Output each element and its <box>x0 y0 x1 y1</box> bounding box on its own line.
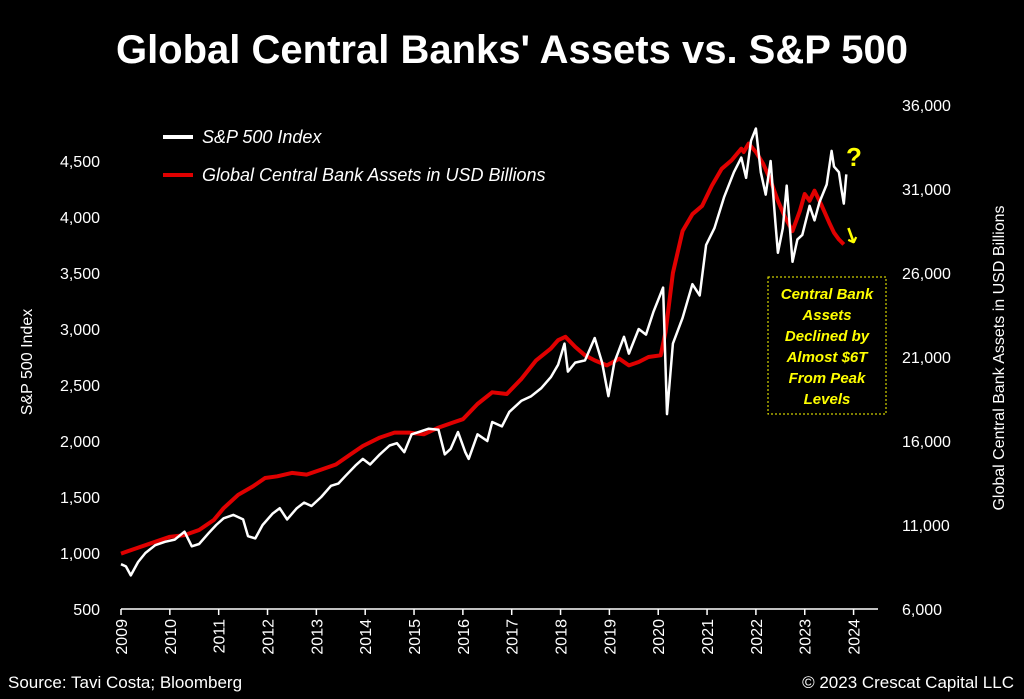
annotation-line-6: Levels <box>804 391 851 408</box>
y-axis-right-title: Global Central Bank Assets in USD Billio… <box>991 205 1008 510</box>
x-tick-label: 2019 <box>602 619 619 655</box>
legend-label-cb-assets: Global Central Bank Assets in USD Billio… <box>202 165 545 185</box>
x-tick-label: 2011 <box>212 619 229 654</box>
y-left-tick-label: 500 <box>73 602 100 619</box>
x-tick-label: 2023 <box>798 619 815 655</box>
x-tick-label: 2018 <box>554 619 571 655</box>
x-tick-label: 2014 <box>358 619 375 655</box>
y-right-tick-label: 16,000 <box>902 434 951 451</box>
x-tick-label: 2021 <box>700 619 717 655</box>
question-mark-annotation: ? <box>846 142 862 172</box>
series-line-sp500 <box>120 127 848 577</box>
y-left-tick-label: 4,000 <box>60 210 100 227</box>
x-tick-label: 2024 <box>847 619 864 655</box>
x-tick-label: 2016 <box>456 619 473 655</box>
chart-title: Global Central Banks' Assets vs. S&P 500 <box>115 28 909 72</box>
y-right-tick-label: 36,000 <box>902 98 951 115</box>
annotation-box-border <box>767 276 887 415</box>
y-right-tick-label: 21,000 <box>902 350 951 367</box>
y-left-tick-label: 2,500 <box>60 378 100 395</box>
x-tick-label: 2012 <box>261 619 278 655</box>
annotation-line-4: Almost $6T <box>786 349 870 366</box>
y-right-tick-label: 26,000 <box>902 266 951 283</box>
x-tick-label: 2015 <box>407 619 424 655</box>
series-line-cb-assets <box>120 141 846 556</box>
annotation-line-5: From Peak <box>789 370 866 387</box>
x-tick-label: 2013 <box>309 619 326 655</box>
y-left-tick-label: 1,000 <box>60 546 100 563</box>
y-left-tick-label: 1,500 <box>60 490 100 507</box>
y-right-tick-label: 11,000 <box>902 518 950 535</box>
y-right-tick-label: 6,000 <box>902 602 942 619</box>
annotation-line-2: Assets <box>801 307 851 324</box>
y-axis-left-title: S&P 500 Index <box>19 309 36 415</box>
series-layer <box>120 127 848 577</box>
annotation-box: Central Bank Assets Declined by Almost $… <box>767 276 887 415</box>
axes-layer: 2009 2010 2011 2012 2013 2014 2015 2016 2017 2018… <box>60 98 951 655</box>
y-left-tick-label: 4,500 <box>60 154 100 171</box>
legend-label-sp500: S&P 500 Index <box>202 127 322 147</box>
y-left-tick-label: 2,000 <box>60 434 100 451</box>
x-tick-label: 2020 <box>651 619 668 655</box>
y-left-tick-label: 3,500 <box>60 266 100 283</box>
annotation-line-3: Declined by <box>785 328 870 345</box>
x-tick-label: 2022 <box>749 619 766 655</box>
legend: S&P 500 Index Global Central Bank Assets… <box>163 127 545 185</box>
x-tick-label: 2017 <box>505 619 522 655</box>
y-left-tick-label: 3,000 <box>60 322 100 339</box>
x-tick-label: 2010 <box>163 619 180 655</box>
annotation-line-1: Central Bank <box>781 286 874 303</box>
source-text: Source: Tavi Costa; Bloomberg <box>8 673 243 692</box>
x-tick-label: 2009 <box>114 619 131 655</box>
down-arrow-annotation: ↓ <box>839 222 865 252</box>
y-right-tick-label: 31,000 <box>902 182 951 199</box>
copyright-text: © 2023 Crescat Capital LLC <box>802 673 1014 692</box>
